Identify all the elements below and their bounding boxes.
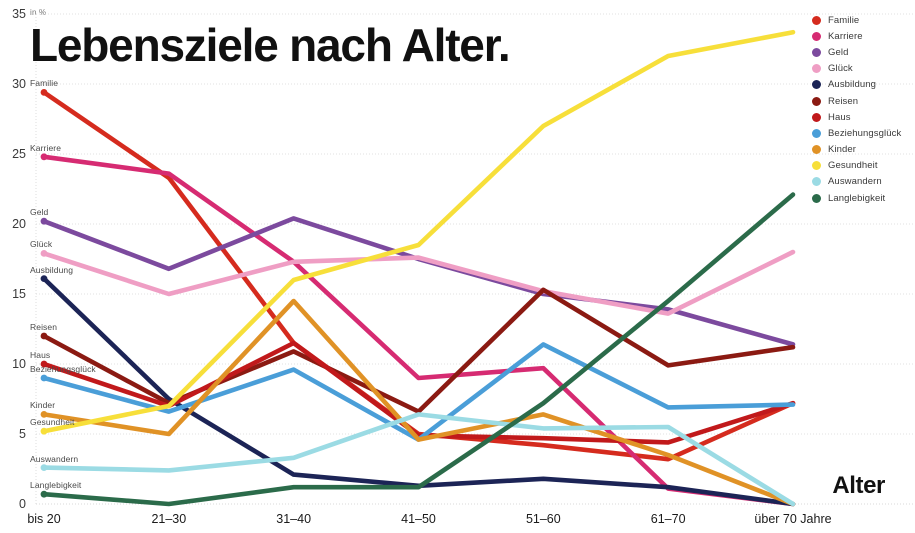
series-inline-label: Karriere [30,142,62,153]
series-inline-label: Beziehungsglück [30,364,96,374]
legend-item-label: Kinder [828,144,857,156]
legend-color-dot [812,96,821,106]
legend-item[interactable]: Familie [812,12,915,28]
legend-color-dot [812,31,821,41]
legend-item[interactable]: Beziehungsglück [812,125,915,141]
x-axis-tick-label: 41–50 [401,512,436,526]
series-line[interactable] [41,342,796,442]
series-inline-label: Haus [30,350,51,360]
legend-color-dot [812,145,821,155]
series-line[interactable] [41,216,796,347]
legend-item-label: Glück [828,63,853,75]
legend-item[interactable]: Karriere [812,28,915,44]
series-start-dot [40,217,48,225]
y-axis-tick-label: 35 [12,7,26,21]
series-start-dots [40,89,48,498]
legend-color-dot [812,15,821,25]
y-axis-unit-label: in % [30,8,47,17]
series-inline-label: Familie [30,78,59,89]
series-start-dot [40,464,48,471]
series-line[interactable] [41,412,796,507]
legend-item-label: Karriere [828,30,863,42]
legend-item-label: Reisen [828,95,859,107]
legend-item[interactable]: Gesundheit [812,158,915,174]
series-inline-label: Ausbildung [30,264,74,275]
x-axis-tick-label: 51–60 [525,512,561,526]
legend-color-dot [812,128,821,138]
y-axis-tick-label: 0 [19,497,26,511]
series-inline-label: Gesundheit [30,417,75,428]
series-lines [41,29,796,507]
x-axis-tick-label: bis 20 [27,512,61,526]
legend-color-dot [812,112,821,122]
x-axis-tick-label: über 70 Jahre [754,512,832,526]
series-start-dot [40,427,48,435]
y-axis-tick-label: 5 [19,427,26,441]
series-inline-label: Kinder [30,400,56,411]
legend-item[interactable]: Glück [812,61,915,77]
series-line[interactable] [41,298,796,507]
x-axis-tick-label: 31–40 [276,512,312,526]
legend-item[interactable]: Reisen [812,93,915,109]
legend-item-label: Familie [828,14,860,26]
legend-color-dot [812,80,821,90]
x-axis-tick-label: 61–70 [650,512,686,526]
legend-item[interactable]: Langlebigkeit [812,190,915,206]
legend-item-label: Gesundheit [828,160,878,172]
series-inline-label: Langlebigkeit [30,480,82,491]
x-axis-title: Alter [832,472,885,499]
legend-item[interactable]: Kinder [812,142,915,158]
legend-color-dot [812,64,821,74]
legend-item[interactable]: Auswandern [812,174,915,190]
series-start-dot [40,490,48,498]
legend-item[interactable]: Geld [812,44,915,60]
series-inline-label: Geld [30,207,49,218]
legend-item[interactable]: Haus [812,109,915,125]
x-axis-tick-label: 21–30 [151,512,187,526]
y-axis-tick-label: 20 [12,217,26,231]
series-start-dot [40,250,48,257]
y-axis-tick-label: 25 [12,147,26,161]
legend-color-dot [812,47,821,57]
legend-color-dot [812,177,821,187]
series-start-dot [40,374,48,382]
page-title: Lebensziele nach Alter. [30,19,511,71]
legend-item[interactable]: Ausbildung [812,77,915,93]
gridlines [35,13,915,505]
legend-item-label: Langlebigkeit [828,192,886,204]
series-line[interactable] [41,192,796,507]
legend-item-label: Geld [828,46,849,58]
series-start-dot [40,89,48,96]
series-start-dot [40,411,48,418]
legend-item-label: Auswandern [828,176,882,188]
series-start-dot [40,275,48,282]
y-axis-tick-label: 15 [12,287,26,301]
legend-color-dot [812,161,821,171]
legend-color-dot [812,193,821,203]
series-inline-label: Auswandern [30,453,79,464]
legend-item-label: Ausbildung [828,79,877,91]
series-line[interactable] [41,249,796,316]
series-start-dot [40,153,48,161]
series-inline-label: Reisen [30,322,58,332]
series-line[interactable] [41,29,796,434]
y-axis-tick-label: 10 [12,357,26,371]
legend-item-label: Beziehungsglück [828,127,902,139]
series-line[interactable] [41,340,796,445]
legend: Familie Karriere Geld Glück Ausbildung Reisen… [812,12,915,206]
y-axis-tick-label: 30 [12,77,26,91]
series-start-dot [40,332,48,340]
legend-item-label: Haus [828,111,851,123]
series-inline-label: Glück [30,239,53,250]
series-start-dot [40,360,48,368]
